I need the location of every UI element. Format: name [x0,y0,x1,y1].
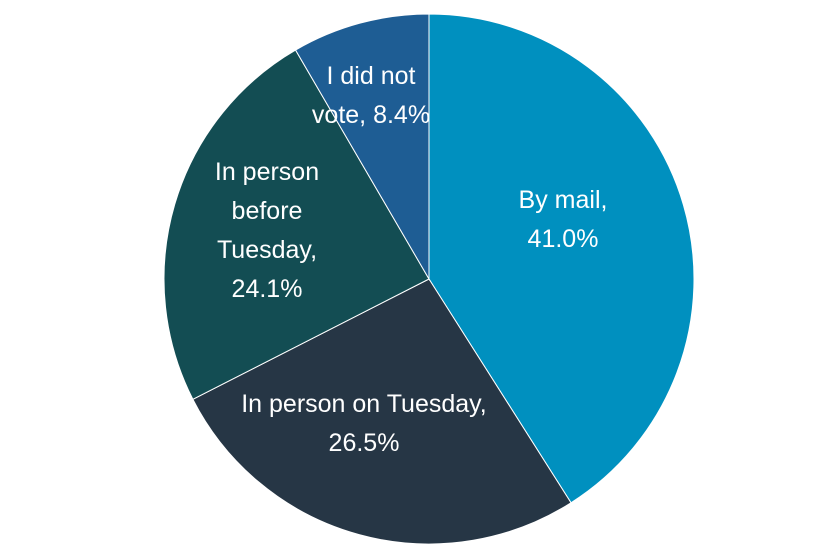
pie-slice-3 [163,49,430,400]
pie-slice-1 [428,13,695,504]
pie-slice-2 [192,278,572,545]
slice-labels: By mail, 41.0% In person on Tuesday, 26.5% I… [215,62,608,457]
slice-label-1: By mail, 41.0% [519,186,608,253]
slice-label-4: I did not vote, 8.4% [312,62,430,129]
slice-label-3: In person before Tuesday, 24.1% [215,158,319,303]
pie-slice-4 [294,13,430,281]
pie-slices [163,13,695,545]
slice-label-2: In person on Tuesday, 26.5% [241,390,487,457]
